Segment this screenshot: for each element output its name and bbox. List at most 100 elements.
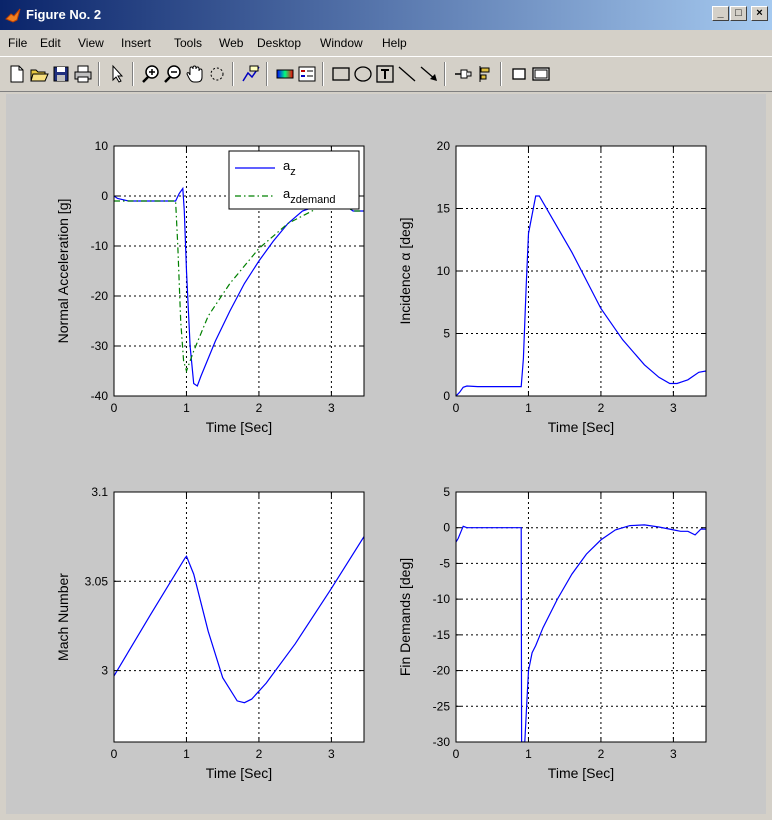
menu-view[interactable]: View — [78, 36, 104, 50]
series-line — [456, 195, 706, 396]
y-axis-label: Fin Demands [deg] — [397, 558, 413, 676]
y-tick-label: -30 — [433, 735, 451, 749]
toolbar-separator — [322, 62, 324, 86]
y-tick-label: -30 — [91, 339, 109, 353]
x-tick-label: 2 — [598, 401, 605, 415]
x-axis-label: Time [Sec] — [548, 765, 614, 781]
y-tick-label: -10 — [433, 592, 451, 606]
y-tick-label: 3.05 — [85, 574, 109, 588]
y-tick-label: 5 — [443, 485, 450, 499]
ellipse-icon[interactable] — [352, 63, 374, 85]
y-tick-label: 10 — [437, 264, 451, 278]
close-button[interactable]: × — [751, 6, 768, 21]
print-icon[interactable] — [72, 63, 94, 85]
x-tick-label: 0 — [111, 401, 118, 415]
y-tick-label: 0 — [443, 389, 450, 403]
legend-icon[interactable] — [296, 63, 318, 85]
x-tick-label: 3 — [328, 401, 335, 415]
toolbar-separator — [266, 62, 268, 86]
save-icon[interactable] — [50, 63, 72, 85]
rectangle-icon[interactable] — [330, 63, 352, 85]
plot-browser-icon[interactable] — [530, 63, 552, 85]
toolbar-separator — [444, 62, 446, 86]
rotate-icon[interactable] — [206, 63, 228, 85]
colorbar-icon[interactable] — [274, 63, 296, 85]
y-tick-label: -10 — [91, 239, 109, 253]
axes-background — [114, 492, 364, 742]
select-arrow-icon[interactable] — [106, 63, 128, 85]
toolbar-separator — [132, 62, 134, 86]
zoom-out-icon[interactable] — [162, 63, 184, 85]
property-icon[interactable] — [508, 63, 530, 85]
menu-insert[interactable]: Insert — [121, 36, 152, 50]
x-tick-label: 0 — [453, 747, 460, 761]
x-tick-label: 1 — [525, 401, 532, 415]
y-tick-label: 10 — [95, 139, 109, 153]
y-tick-label: 0 — [101, 189, 108, 203]
pan-hand-icon[interactable] — [184, 63, 206, 85]
maximize-icon: □ — [735, 7, 742, 19]
x-tick-label: 1 — [183, 747, 190, 761]
y-tick-label: 15 — [437, 202, 451, 216]
y-tick-label: -40 — [91, 389, 109, 403]
menu-help[interactable]: Help — [382, 36, 407, 50]
y-axis-label: Mach Number — [55, 573, 71, 661]
axes-frame — [113, 491, 365, 743]
toolbar-separator — [500, 62, 502, 86]
menu-tools[interactable]: Tools — [174, 36, 203, 50]
x-tick-label: 3 — [670, 401, 677, 415]
x-axis-label: Time [Sec] — [206, 419, 272, 435]
minimize-button[interactable]: _ — [712, 6, 729, 21]
close-icon: × — [756, 7, 763, 19]
y-tick-label: 5 — [443, 327, 450, 341]
x-tick-label: 2 — [256, 747, 263, 761]
text-box-icon[interactable] — [374, 63, 396, 85]
y-tick-label: 3 — [101, 664, 108, 678]
zoom-in-icon[interactable] — [140, 63, 162, 85]
figure-canvas: 0 1 2 3 -40 -30 -20 -10 0 10 Time [Sec] Normal Acce… — [6, 94, 766, 814]
line-icon[interactable] — [396, 63, 418, 85]
menu-window[interactable]: Window — [320, 36, 363, 50]
axes-background — [456, 492, 706, 742]
pin-icon[interactable] — [452, 63, 474, 85]
axes-frame — [113, 145, 365, 397]
y-tick-label: -5 — [439, 556, 450, 570]
open-folder-icon[interactable] — [28, 63, 50, 85]
data-cursor-icon[interactable] — [240, 63, 262, 85]
y-tick-label: 20 — [437, 139, 451, 153]
x-tick-label: 0 — [111, 747, 118, 761]
y-tick-label: -15 — [433, 628, 451, 642]
menu-edit[interactable]: Edit — [40, 36, 61, 50]
y-tick-label: -20 — [91, 289, 109, 303]
matlab-logo-icon — [5, 8, 21, 23]
y-tick-label: -20 — [433, 664, 451, 678]
x-tick-label: 0 — [453, 401, 460, 415]
x-tick-label: 3 — [670, 747, 677, 761]
x-tick-label: 3 — [328, 747, 335, 761]
arrow-icon[interactable] — [418, 63, 440, 85]
x-tick-label: 1 — [183, 401, 190, 415]
x-tick-label: 2 — [256, 401, 263, 415]
toolbar-separator — [98, 62, 100, 86]
window-title: Figure No. 2 — [26, 7, 102, 22]
maximize-button[interactable]: □ — [730, 6, 747, 21]
legend-box — [228, 150, 360, 210]
y-axis-label: Incidence α [deg] — [397, 218, 413, 325]
title-bar[interactable]: Figure No. 2 _ □ × — [0, 0, 772, 30]
menu-bar: File Edit View Insert Tools Web Desktop … — [0, 31, 772, 55]
toolbar-separator — [232, 62, 234, 86]
series-line — [456, 524, 706, 742]
axes-frame — [455, 491, 707, 743]
menu-web[interactable]: Web — [219, 36, 244, 50]
toolbar — [0, 56, 772, 92]
series-line — [114, 536, 364, 704]
y-tick-label: -25 — [433, 699, 451, 713]
menu-file[interactable]: File — [8, 36, 28, 50]
new-file-icon[interactable] — [6, 63, 28, 85]
y-tick-label: 3.1 — [91, 485, 108, 499]
menu-desktop[interactable]: Desktop — [257, 36, 302, 50]
y-axis-label: Normal Acceleration [g] — [55, 199, 71, 344]
align-icon[interactable] — [474, 63, 496, 85]
